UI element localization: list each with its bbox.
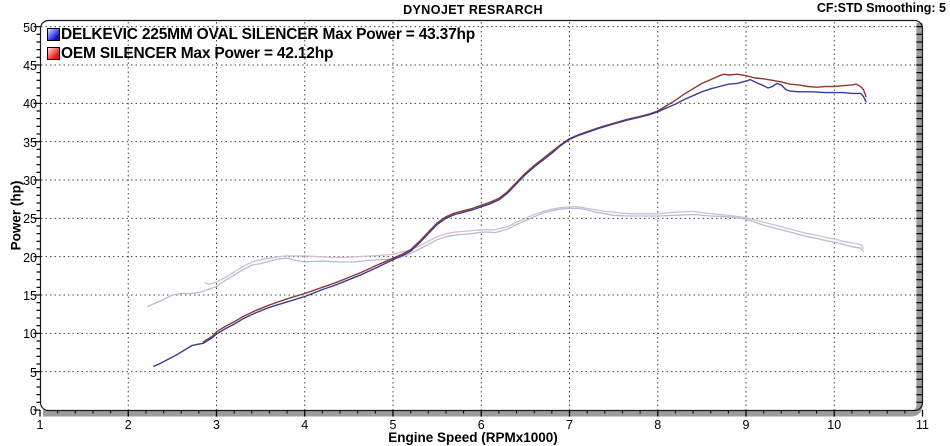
smoothing-status: CF:STD Smoothing: 5 — [816, 1, 946, 15]
x-tick-9: 9 — [742, 418, 750, 432]
y-tick-50: 50 — [23, 20, 37, 35]
page-title: DYNOJET RESRARCH — [403, 3, 543, 17]
y-tick-20: 20 — [23, 250, 37, 265]
delkevic-color-swatch-icon — [47, 28, 60, 41]
y-tick-40: 40 — [23, 97, 37, 112]
y-tick-5: 5 — [30, 365, 37, 380]
x-tick-4: 4 — [301, 418, 309, 432]
x-tick-2: 2 — [124, 418, 132, 432]
x-tick-11: 11 — [916, 418, 929, 432]
x-tick-6: 6 — [477, 418, 485, 432]
x-tick-5: 5 — [389, 418, 397, 432]
y-tick-45: 45 — [23, 58, 37, 73]
legend-row-oem: OEM SILENCER Max Power = 42.12hp — [47, 44, 475, 63]
chart-legend: DELKEVIC 225MM OVAL SILENCER Max Power =… — [47, 25, 475, 63]
x-tick-7: 7 — [566, 418, 573, 432]
y-tick-30: 30 — [23, 173, 37, 188]
x-tick-8: 8 — [654, 418, 662, 432]
x-tick-10: 10 — [827, 418, 842, 432]
y-tick-35: 35 — [23, 135, 37, 150]
legend-row-delkevic: DELKEVIC 225MM OVAL SILENCER Max Power =… — [47, 25, 475, 44]
legend-label-delkevic: DELKEVIC 225MM OVAL SILENCER Max Power =… — [61, 25, 476, 43]
oem-color-swatch-icon — [47, 47, 60, 60]
y-tick-15: 15 — [23, 288, 37, 303]
y-tick-25: 25 — [23, 212, 37, 227]
y-tick-0: 0 — [30, 404, 37, 418]
x-tick-1: 1 — [36, 418, 44, 432]
legend-label-oem: OEM SILENCER Max Power = 42.12hp — [61, 44, 334, 62]
x-tick-3: 3 — [213, 418, 220, 432]
y-tick-10: 10 — [23, 327, 37, 342]
x-axis-label: Engine Speed (RPMx1000) — [388, 430, 558, 445]
